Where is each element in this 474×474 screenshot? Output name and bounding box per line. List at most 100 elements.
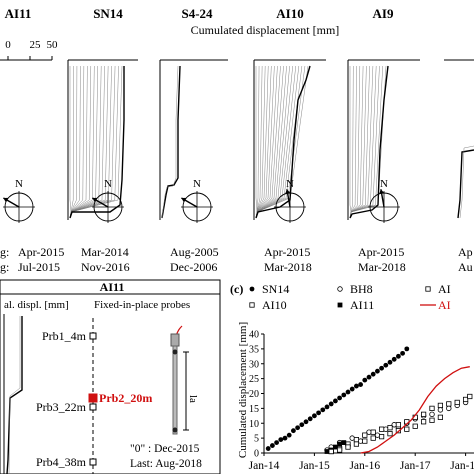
partial-end-date: Au [458,260,473,274]
s4-24-last-curve [161,65,181,219]
column-title-ai9: AI9 [373,6,394,21]
fan-ai9-curve [349,65,361,219]
legend-entry: AI10 [249,298,287,312]
legend-marker [425,286,431,292]
bottom-left-title: AI11 [100,280,125,294]
y-tick-label: 5 [254,434,259,445]
probe-schematic: la [170,325,199,435]
series-ai10-point [420,411,427,417]
series-ai9 [328,414,444,455]
series-sn14-point [278,437,284,443]
y-tick-label: 10 [249,419,259,430]
series-ai10-point [462,396,469,403]
series-sn14-point [354,383,359,389]
fan-sn14-curve [69,65,105,219]
series-ai11 [324,440,347,454]
series-sn14-point [362,377,368,383]
partial-last-curve [457,149,474,219]
compass-north-label: N [380,178,388,190]
series-sn14-point [270,443,275,448]
legend-marker [337,302,343,308]
legend-marker [337,286,343,292]
series-ai9-point [370,435,376,441]
fan-ai9-curve [349,65,364,219]
series-ai10-point [454,399,460,406]
date-prefix-start: g: [0,245,9,259]
series-ai10-point [429,405,435,411]
panel-c-y-axis-label: Cumulated displacement [mm] [237,322,249,458]
ai11-lateral-profile-early [8,316,21,474]
probe-label-4: Prb4_38m [36,455,87,469]
series-ai11-point [333,444,338,450]
column-ai9-plot [347,59,420,220]
y-tick-label: 35 [249,344,259,355]
series-sn14-point [404,346,410,352]
y-tick-label: 0 [254,449,259,460]
compass-rose: N [181,178,213,223]
compass-rose: N [368,178,400,223]
series-ai10-point [362,432,368,438]
fan-sn14-curve [69,65,123,219]
y-tick-label: 15 [249,404,259,415]
series-ai10-point [467,393,473,400]
legend-entry: AI11 [337,298,374,312]
column-title-ai11: AI11 [5,6,32,21]
series-ai10-point [395,422,402,428]
series-ai11-point [337,441,342,447]
series-sn14-point [337,395,342,401]
legend-entry: BH8 [337,282,373,296]
series-ai [360,366,470,454]
series-ai9-point [328,448,334,455]
series-ai9-point [336,447,343,453]
legend-entry: AI [420,298,451,312]
series-sn14-point [396,353,401,359]
series-ai9-point [420,419,427,425]
probe-label-3: Prb3_22m [36,400,87,414]
compass-rose: N [92,178,124,223]
fixed-probes-label: Fixed-in-place probes [94,299,190,311]
y-tick-label: 30 [249,359,259,370]
series-ai10-point [437,402,444,409]
fan-ai10-curve [255,65,260,219]
series-sn14-point [366,374,372,380]
compass-north-label: N [104,178,112,190]
series-ai10-point [370,429,376,435]
compass-north-label: N [15,178,23,190]
compass-north-label: N [286,178,294,190]
bottom-left-frame [0,279,221,474]
series-sn14-point [303,419,309,425]
series-sn14-point [295,425,300,431]
series-sn14-point [265,446,271,451]
sn14-curve-family [69,65,123,219]
series-ai-line [360,366,470,454]
fan-ai9-curve [349,65,387,219]
series-sn14-point [379,365,384,371]
column-title-sn14: SN14 [93,6,123,21]
y-tick-label: 40 [249,330,259,341]
probe-marker-3 [89,403,97,411]
column-sn14-plot [67,59,138,220]
series-sn14-point [299,422,305,428]
ai9-end-date: Mar-2018 [358,260,406,274]
legend-label: SN14 [262,282,289,296]
probe-marker-1 [89,332,97,340]
ai10-start-date: Apr-2015 [264,245,310,259]
tick-label-50: 50 [47,39,59,51]
sn14-start-date: Mar-2014 [81,245,129,259]
series-bh8-point [429,411,435,418]
series-ai9-point [387,431,393,437]
lateral-displacement-label: al. displ. [mm] [4,299,69,311]
panel-c-legend: SN14 BH8 AI AI10 AI11 AI [249,282,451,312]
panel-c-marks [265,346,473,455]
legend-label: AI10 [262,298,287,312]
series-ai9-point [345,444,351,450]
tick-label-0: 0 [5,39,11,51]
legend-entry: AI [425,282,451,296]
series-sn14-point [312,413,317,419]
fan-sn14-curve [69,65,88,219]
sn14-last-curve [69,66,125,219]
fan-ai10-curve [255,65,266,219]
ai9-curve-family [349,65,387,219]
series-sn14-point [307,416,313,422]
